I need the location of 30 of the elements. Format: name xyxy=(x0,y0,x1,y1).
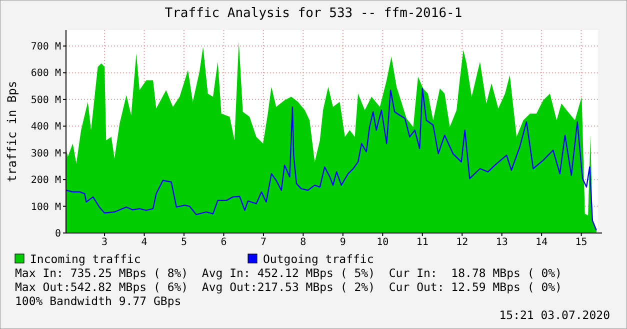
x-tick-label: 9 xyxy=(340,237,346,248)
y-axis-title: traffic in Bps xyxy=(5,80,19,182)
x-tick-label: 11 xyxy=(416,237,428,248)
chart-title: Traffic Analysis for 533 -- ffm-2016-1 xyxy=(164,6,462,21)
x-tick-label: 5 xyxy=(180,237,188,248)
text: 100% Bandwidth 9.77 GBps xyxy=(15,294,182,308)
text: Max Out:542.82 MBps ( 6%) Avg Out:217.53 MBps ( 2%) Cur Out: 12.59 MBps ( 0%) xyxy=(15,280,562,294)
y-tick-label: 0 xyxy=(54,228,61,240)
y-tick-label: 700 M xyxy=(30,42,61,53)
legend-label: Outgoing traffic xyxy=(263,252,374,266)
x-tick-label: 8 xyxy=(300,237,306,248)
x-tick-label: 14 xyxy=(536,237,548,248)
y-tick-label: 200 M xyxy=(30,175,61,186)
text: Max In: 735.25 MBps ( 8%) Avg In: 452.12 MBps ( 5%) Cur In: 18.78 MBps ( 0%) xyxy=(15,266,562,280)
y-tick-label: 300 M xyxy=(30,148,61,160)
y-tick-label: 500 M xyxy=(30,94,61,106)
x-tick-label: 13 xyxy=(496,237,508,248)
x-tick-label: 3 xyxy=(102,237,108,248)
x-tick-label: 4 xyxy=(141,237,148,248)
x-tick-label: 7 xyxy=(260,237,266,248)
y-tick-label: 600 M xyxy=(30,68,61,80)
series-label: Incoming traffic xyxy=(30,252,141,266)
x-tick-label: 6 xyxy=(220,237,227,248)
x-tick-label: 10 xyxy=(376,237,389,248)
x-tick-label: 15 xyxy=(575,237,588,248)
line-series xyxy=(66,88,598,231)
y-tick-label: 400 M xyxy=(30,122,61,133)
text: 15:21 03.07.2020 xyxy=(499,308,610,322)
x-tick-label: 12 xyxy=(456,237,468,248)
y-tick-label: 100 M xyxy=(30,202,61,213)
